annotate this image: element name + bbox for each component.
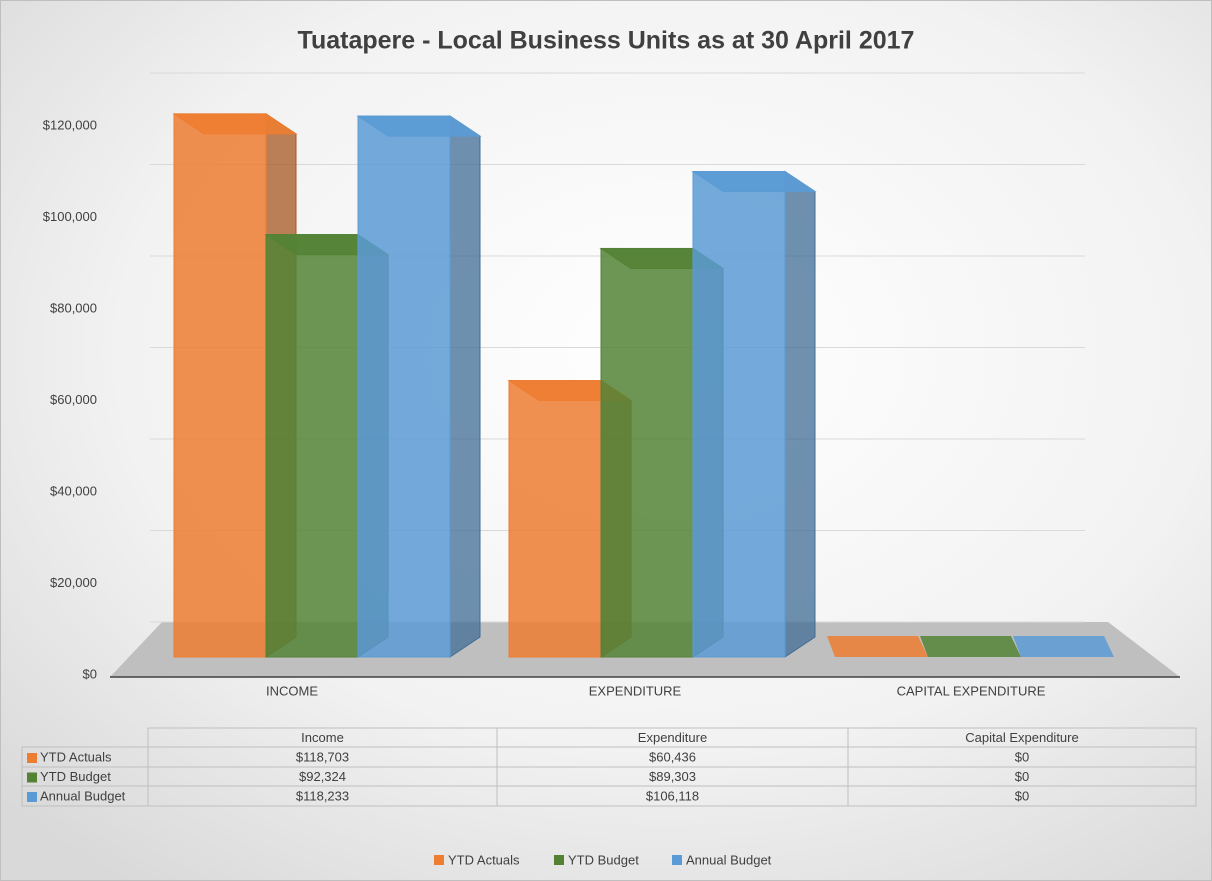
table-header: Income [301, 730, 344, 745]
table-header: Capital Expenditure [965, 730, 1078, 745]
row-header: YTD Actuals [40, 749, 112, 764]
table-cell: $60,436 [649, 749, 696, 764]
row-header: YTD Budget [40, 769, 111, 784]
bar-top [172, 113, 298, 135]
bar-top [691, 171, 817, 193]
y-tick-label: $60,000 [50, 392, 97, 407]
legend-label: Annual Budget [686, 852, 772, 867]
table-cell: $89,303 [649, 769, 696, 784]
bar [173, 113, 267, 658]
bar-top [356, 115, 482, 137]
legend-swatch [672, 855, 682, 865]
legend-label: YTD Actuals [448, 852, 520, 867]
x-tick-label: EXPENDITURE [589, 683, 682, 698]
table-header: Expenditure [638, 730, 707, 745]
legend-swatch [554, 855, 564, 865]
bars: INCOME EXPENDITURE CAPITAL EXPENDITURE [172, 112, 1114, 698]
table-cell: $118,703 [296, 749, 349, 764]
y-tick-label: $40,000 [50, 483, 97, 498]
table-cell: $92,324 [299, 769, 346, 784]
y-tick-label: $80,000 [50, 300, 97, 315]
bar-side [449, 115, 481, 658]
bar [508, 380, 602, 658]
bar-group [356, 115, 482, 658]
legend-swatch [27, 753, 37, 763]
bar [357, 115, 451, 658]
grid: $0 $20,000 $40,000 $60,000 $80,000 $100,000 $1… [43, 72, 1085, 681]
legend: YTD Actuals YTD Budget Annual Budget [434, 852, 772, 867]
y-tick-label: $0 [83, 666, 97, 681]
y-tick-label: $20,000 [50, 575, 97, 590]
legend-swatch [27, 772, 37, 783]
bar [920, 636, 1021, 657]
table-cell: $118,233 [296, 788, 349, 803]
x-tick-label: CAPITAL EXPENDITURE [897, 683, 1046, 698]
table-cell: $0 [1015, 749, 1029, 764]
x-tick-label: INCOME [266, 683, 318, 698]
y-tick-label: $120,000 [43, 117, 97, 132]
row-header: Annual Budget [40, 788, 126, 803]
bar [265, 234, 359, 658]
bar [1013, 636, 1114, 657]
bar-side [784, 170, 816, 658]
table-cell: $0 [1015, 769, 1029, 784]
bar [600, 247, 694, 658]
bar-group [691, 170, 817, 658]
bar [692, 171, 786, 658]
legend-swatch [27, 792, 37, 802]
table-cell: $106,118 [646, 788, 699, 803]
bar [827, 636, 928, 657]
y-tick-label: $100,000 [43, 209, 97, 224]
data-table: Income Expenditure Capital Expenditure YTD … [21, 727, 1197, 807]
table-cell: $0 [1015, 788, 1029, 803]
legend-label: YTD Budget [568, 852, 639, 867]
chart-title: Tuatapere - Local Business Units as at 3… [298, 27, 915, 55]
legend-swatch [434, 855, 444, 865]
